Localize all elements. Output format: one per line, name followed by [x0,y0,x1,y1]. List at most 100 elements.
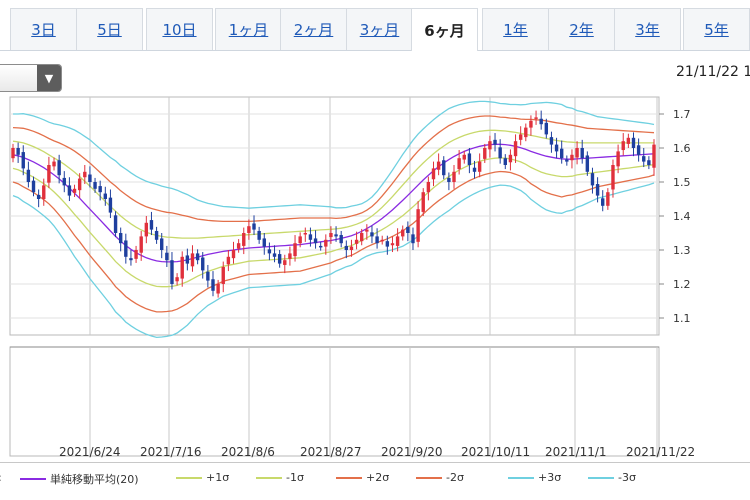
legend-swatch [588,476,614,479]
candle-body [262,238,266,247]
candle-body [559,148,564,159]
candle-body [160,238,164,250]
candle-body [231,250,236,259]
legend-label: -3σ [618,471,636,484]
candle-body [401,229,405,237]
candle-body [124,240,128,257]
candle-body [508,154,513,163]
candle-body [62,177,66,186]
candle-body [606,192,610,206]
candle-body [83,171,87,178]
candle-body [108,197,113,213]
candle-body [221,267,225,284]
candle-body [565,159,569,162]
chart-type-dropdown[interactable]: ▼ [0,64,62,92]
candle-body [67,185,72,196]
y-tick-label: 1.1 [673,312,691,325]
legend-swatch [336,476,362,479]
candle-body [298,236,302,244]
candle-body [498,147,502,159]
candle-body [206,271,210,281]
candle-body [421,192,425,212]
candle-body [385,241,390,247]
candle-body [411,234,415,244]
legend-swatch [256,476,282,479]
candle-body [113,215,118,233]
legend-item-minus1sigma: -1σ [256,471,304,484]
candle-body [518,134,523,140]
candle-body [616,151,620,167]
candle-body [647,160,651,165]
candle-body [513,141,518,157]
legend-swatch [20,478,46,480]
candle-body [349,246,354,250]
tab-period-1[interactable]: 5日 [76,8,143,50]
candle-body [370,232,374,237]
candle-body [277,254,282,264]
candle-body [134,250,138,259]
candle-body [539,118,543,125]
band-line-4 [12,170,655,313]
legend-label: -2σ [446,471,464,484]
candle-body [242,233,246,246]
legend-label: -1σ [286,471,304,484]
candle-body [211,279,215,291]
candle-body [93,182,97,189]
caret-down-icon[interactable]: ▼ [37,65,61,91]
candle-body [154,230,159,240]
candle-body [72,188,77,193]
candle-body [426,182,431,193]
candle-body [36,194,41,199]
candle-body [595,184,600,196]
tab-period-5[interactable]: 3ヶ月 [346,8,413,50]
x-tick-label: 2021/9/20 [381,445,443,459]
candle-body [585,155,590,172]
candle-body [636,145,641,155]
candle-body [549,137,554,145]
candle-body [103,193,108,199]
candle-body [483,148,487,159]
tab-period-8[interactable]: 2年 [548,8,615,50]
candle-body [416,209,420,242]
candle-body [98,186,102,193]
y-tick-label: 1.3 [673,244,691,257]
tab-period-10[interactable]: 5年 [683,8,750,50]
tab-period-4[interactable]: 2ヶ月 [280,8,347,50]
candle-body [129,258,133,261]
candle-body [477,161,482,172]
period-tab-bar: 3日 5日 10日 1ヶ月 2ヶ月 3ヶ月 6ヶ月 1年 2年 3年 5年 [0,8,750,51]
candle-body [390,243,395,246]
candle-body [503,158,507,165]
tab-period-3[interactable]: 1ヶ月 [215,8,282,50]
candle-body [303,233,307,235]
candle-body [354,239,359,244]
candle-body [288,253,292,259]
x-tick-label: 2021/6/24 [59,445,121,459]
candle-body [452,171,456,182]
legend-item-minus3sigma: -3σ [588,471,636,484]
candle-body [42,185,46,199]
bollinger-candlestick-chart: 1.1 1.2 1.3 1.4 1.5 1.6 1.7 2021/6/24 2021/7/16 2… [9,96,695,459]
candle-body [216,284,220,294]
tab-period-0[interactable]: 3日 [10,8,77,50]
candle-body [57,160,61,176]
last-update-timestamp: 21/11/22 1 [676,64,750,80]
candle-body [493,139,497,145]
tab-period-7[interactable]: 1年 [482,8,549,50]
tab-period-2[interactable]: 10日 [146,8,213,50]
candle-body [139,236,143,253]
tab-period-6[interactable]: 6ヶ月 [411,8,478,51]
candle-body [175,277,179,282]
y-tick-label: 1.2 [673,278,691,291]
band-line-2 [12,157,655,288]
candle-body [406,226,410,233]
tab-period-9[interactable]: 3年 [614,8,681,50]
band-line-3 [12,115,655,223]
candle-body [293,243,297,257]
candle-body [26,169,31,182]
candle-body [118,233,123,244]
candle-body [47,165,51,183]
candle-body [190,253,195,267]
legend-prefix-text: : [0,471,2,484]
band-line-1 [12,129,654,239]
